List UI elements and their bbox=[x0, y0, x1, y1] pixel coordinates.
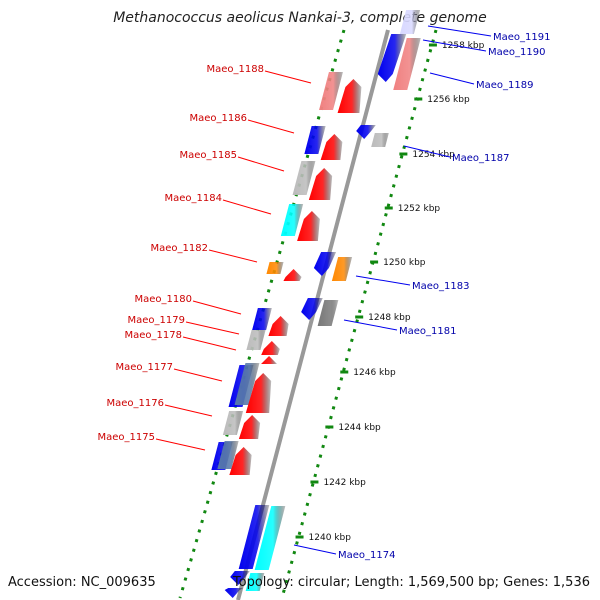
gene-block bbox=[254, 506, 286, 570]
kbp-tick-label: 1252 kbp bbox=[398, 204, 441, 214]
left-gene-label: Maeo_1177 bbox=[116, 362, 173, 373]
right-gene-label: Maeo_1187 bbox=[452, 153, 509, 164]
gene-arrow-forward bbox=[238, 415, 261, 439]
kbp-tick-label: 1250 kbp bbox=[383, 258, 426, 268]
left-track-guide bbox=[178, 29, 346, 599]
gene-block bbox=[371, 133, 389, 147]
left-label-leader bbox=[247, 119, 295, 134]
gene-block bbox=[292, 161, 316, 195]
gene-block bbox=[304, 126, 326, 154]
kbp-tick-label: 1244 kbp bbox=[338, 423, 381, 433]
right-label-leader bbox=[403, 145, 451, 158]
left-gene-label: Maeo_1176 bbox=[107, 398, 164, 409]
left-gene-label: Maeo_1188 bbox=[207, 64, 264, 75]
left-gene-label: Maeo_1182 bbox=[151, 243, 208, 254]
gene-arrow-reverse bbox=[230, 571, 250, 585]
gene-block bbox=[234, 363, 260, 405]
right-gene-label: Maeo_1183 bbox=[412, 281, 469, 292]
left-label-leader bbox=[237, 156, 285, 172]
gene-block bbox=[399, 10, 421, 34]
gene-arrow-forward bbox=[268, 316, 289, 336]
gene-arrow-forward bbox=[308, 168, 333, 200]
left-label-leader bbox=[192, 300, 242, 315]
kbp-tick-label: 1258 kbp bbox=[442, 41, 485, 51]
gene-block bbox=[331, 257, 353, 281]
right-gene-label: Maeo_1174 bbox=[338, 550, 395, 561]
left-label-leader bbox=[208, 249, 258, 263]
gene-arrow-forward bbox=[261, 341, 280, 355]
left-gene-label: Maeo_1179 bbox=[128, 315, 185, 326]
right-gene-label: Maeo_1191 bbox=[493, 32, 550, 43]
left-gene-label: Maeo_1185 bbox=[180, 150, 237, 161]
right-gene-label: Maeo_1181 bbox=[399, 326, 456, 337]
gene-arrow-forward bbox=[337, 79, 362, 113]
left-label-leader bbox=[173, 368, 223, 382]
kbp-tick-label: 1256 kbp bbox=[427, 95, 470, 105]
gene-arrow-forward bbox=[229, 447, 252, 475]
gene-arrow-reverse bbox=[301, 298, 323, 320]
gene-arrow-forward bbox=[297, 211, 320, 241]
left-label-leader bbox=[222, 199, 272, 215]
left-gene-label: Maeo_1178 bbox=[125, 330, 182, 341]
left-gene-label: Maeo_1186 bbox=[190, 113, 247, 124]
gene-block bbox=[238, 505, 270, 569]
kbp-tick-label: 1254 kbp bbox=[412, 150, 455, 160]
right-label-leader bbox=[422, 39, 487, 52]
left-label-leader bbox=[264, 70, 312, 84]
gene-arrow-forward bbox=[283, 269, 302, 281]
gene-block bbox=[252, 308, 272, 330]
gene-arrow-reverse bbox=[377, 34, 407, 82]
gene-block bbox=[245, 573, 265, 591]
gene-block bbox=[222, 411, 244, 435]
left-label-leader bbox=[155, 438, 206, 451]
left-gene-label: Maeo_1175 bbox=[98, 432, 155, 443]
left-label-leader bbox=[182, 336, 237, 351]
accession-text: Accession: NC_009635 bbox=[8, 575, 156, 590]
gene-arrow-reverse bbox=[224, 588, 244, 598]
gene-block bbox=[217, 441, 239, 469]
right-gene-label: Maeo_1189 bbox=[476, 80, 533, 91]
gene-block bbox=[393, 38, 421, 90]
kbp-tick-label: 1246 kbp bbox=[353, 368, 396, 378]
kbp-tick-label: 1248 kbp bbox=[368, 313, 411, 323]
right-label-leader bbox=[343, 319, 398, 331]
topology-text: Topology: circular; Length: 1,569,500 bp… bbox=[232, 575, 590, 590]
genome-title: Methanococcus aeolicus Nankai-3, complet… bbox=[113, 10, 487, 26]
gene-arrow-reverse bbox=[313, 252, 337, 276]
left-gene-label: Maeo_1184 bbox=[165, 193, 222, 204]
left-label-leader bbox=[185, 321, 240, 335]
gene-block bbox=[280, 204, 304, 236]
gene-arrow-forward bbox=[320, 134, 343, 160]
right-label-leader bbox=[429, 72, 475, 85]
gene-arrow-forward bbox=[245, 373, 272, 413]
kbp-tick-label: 1240 kbp bbox=[309, 533, 352, 543]
right-label-leader bbox=[293, 544, 337, 555]
right-gene-label: Maeo_1190 bbox=[488, 47, 545, 58]
right-label-leader bbox=[355, 275, 411, 286]
gene-block bbox=[266, 262, 284, 274]
right-label-leader bbox=[427, 25, 492, 37]
gene-arrow-forward bbox=[259, 356, 278, 364]
gene-block bbox=[319, 72, 343, 110]
gene-block bbox=[246, 330, 266, 350]
gene-arrow-reverse bbox=[356, 125, 376, 139]
left-gene-label: Maeo_1180 bbox=[135, 294, 192, 305]
gene-block bbox=[317, 300, 339, 326]
kbp-tick-label: 1242 kbp bbox=[323, 478, 366, 488]
left-label-leader bbox=[164, 404, 213, 417]
right-track-guide bbox=[280, 29, 438, 599]
